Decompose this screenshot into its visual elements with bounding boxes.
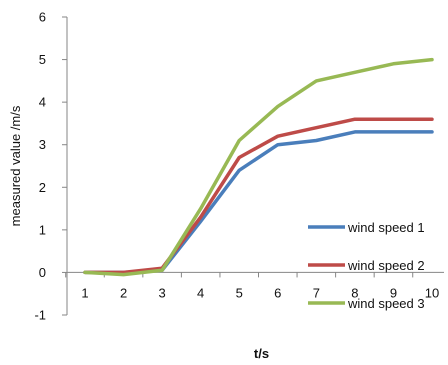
y-tick-label: 0: [39, 265, 46, 280]
x-tick-label: 2: [120, 285, 127, 300]
y-tick-label: 2: [39, 180, 46, 195]
x-tick-label: 3: [158, 285, 165, 300]
x-tick-label: 1: [81, 285, 88, 300]
series-line-3: [83, 57, 434, 277]
x-tick-label: 5: [236, 285, 243, 300]
y-tick-label: 3: [39, 137, 46, 152]
y-tick-label: 1: [39, 222, 46, 237]
x-tick-label: 4: [197, 285, 204, 300]
y-tick-label: -1: [34, 308, 46, 323]
x-tick-label: 9: [390, 285, 397, 300]
y-axis-title: measured value /m/s: [8, 105, 23, 226]
series-line-2: [83, 117, 434, 275]
legend-label-2: wind speed 2: [347, 258, 425, 273]
x-tick-label: 8: [351, 285, 358, 300]
y-tick-label: 4: [39, 95, 46, 110]
x-axis-title: t/s: [254, 346, 269, 361]
y-tick-label: 6: [39, 10, 46, 25]
y-tick-label: 5: [39, 52, 46, 67]
x-tick-label: 7: [313, 285, 320, 300]
y-axis: -1 0 1 2 3 4 5 6: [34, 10, 68, 323]
series-lines: [83, 57, 434, 277]
legend-label-3: wind speed 3: [347, 296, 425, 311]
x-tick-label: 6: [274, 285, 281, 300]
x-tick-label: 10: [425, 285, 439, 300]
legend: wind speed 1 wind speed 2 wind speed 3: [308, 220, 425, 311]
x-axis: 1 2 3 4 5 6 7 8 9 10: [65, 271, 444, 300]
legend-label-1: wind speed 1: [347, 220, 425, 235]
series-line-1: [83, 130, 434, 275]
